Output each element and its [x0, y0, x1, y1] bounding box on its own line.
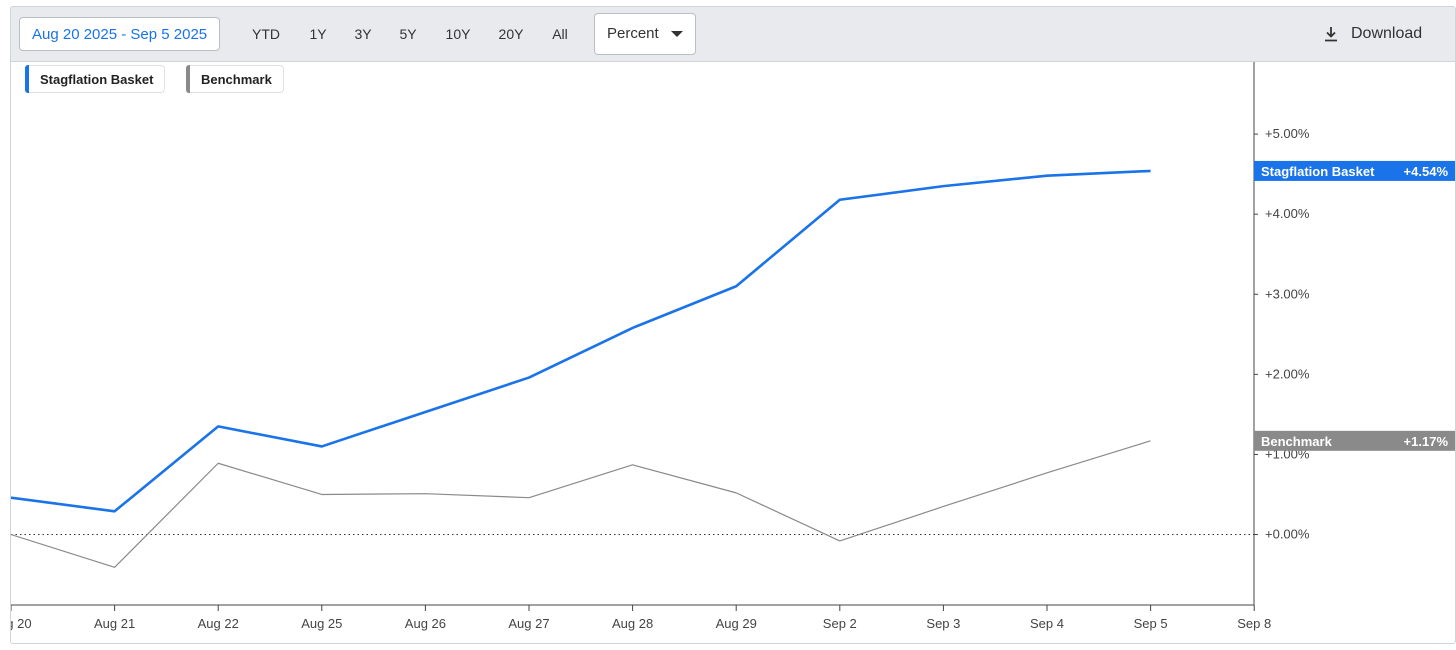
y-tick-label: +5.00%	[1265, 126, 1310, 141]
last-value-tag-benchmark: Benchmark +1.17%	[1254, 430, 1455, 451]
legend-label: Benchmark	[201, 72, 272, 87]
legend-item-benchmark[interactable]: Benchmark	[186, 65, 284, 93]
y-tick-label: +0.00%	[1265, 527, 1310, 542]
last-value-tag-bg	[1254, 430, 1455, 451]
mode-select[interactable]: Percent	[594, 13, 696, 55]
x-tick-label: Aug 22	[198, 616, 239, 631]
legend-swatch-basket	[25, 65, 29, 93]
x-tick-label: Sep 3	[926, 616, 960, 631]
legend-swatch-benchmark	[186, 65, 190, 93]
x-tick-label: Aug 29	[716, 616, 757, 631]
range-3y-button[interactable]: 3Y	[354, 26, 372, 42]
last-value-tag-bg	[1254, 160, 1455, 181]
x-tick-label: Aug 27	[508, 616, 549, 631]
x-tick-label: Aug 25	[301, 616, 342, 631]
x-tick-label: Aug 26	[405, 616, 446, 631]
range-20y-button[interactable]: 20Y	[498, 26, 524, 42]
series-line-stagflation-basket	[11, 169, 1151, 513]
x-tick-label: Sep 4	[1030, 616, 1064, 631]
x-tick-label: Sep 5	[1134, 616, 1168, 631]
toolbar: Aug 20 2025 - Sep 5 2025 YTD 1Y 3Y 5Y 10…	[11, 7, 1455, 62]
x-tick-label: Aug 28	[612, 616, 653, 631]
line-chart: +0.00%+1.00%+2.00%+3.00%+4.00%+5.00%Aug …	[11, 62, 1455, 631]
download-label: Download	[1351, 25, 1423, 42]
x-tick-label: Aug 21	[94, 616, 135, 631]
range-1y-button[interactable]: 1Y	[309, 26, 327, 42]
range-all-button[interactable]: All	[552, 26, 568, 42]
range-5y-button[interactable]: 5Y	[399, 26, 417, 42]
x-tick-label: Sep 2	[823, 616, 857, 631]
last-value-tag-name: Stagflation Basket	[1261, 164, 1375, 179]
mode-select-value: Percent	[607, 25, 659, 42]
range-10y-button[interactable]: 10Y	[445, 26, 471, 42]
x-tick-label: Aug 20	[11, 616, 32, 631]
legend-item-stagflation-basket[interactable]: Stagflation Basket	[25, 65, 166, 93]
last-value-tag-name: Benchmark	[1261, 434, 1333, 449]
series-line-benchmark	[11, 440, 1151, 568]
y-tick-label: +2.00%	[1265, 366, 1310, 381]
chart-widget: Aug 20 2025 - Sep 5 2025 YTD 1Y 3Y 5Y 10…	[10, 6, 1456, 644]
date-range-button[interactable]: Aug 20 2025 - Sep 5 2025	[19, 17, 221, 51]
caret-down-icon	[671, 31, 683, 37]
last-value-tag-value: +4.54%	[1404, 164, 1449, 179]
y-tick-label: +3.00%	[1265, 286, 1310, 301]
range-ytd-button[interactable]: YTD	[252, 26, 280, 42]
download-icon	[1325, 27, 1337, 42]
x-tick-label: Sep 8	[1237, 616, 1271, 631]
last-value-tag-value: +1.17%	[1404, 434, 1449, 449]
legend-label: Stagflation Basket	[40, 72, 154, 87]
y-tick-label: +4.00%	[1265, 206, 1310, 221]
last-value-tag-basket: Stagflation Basket +4.54%	[1254, 160, 1455, 181]
